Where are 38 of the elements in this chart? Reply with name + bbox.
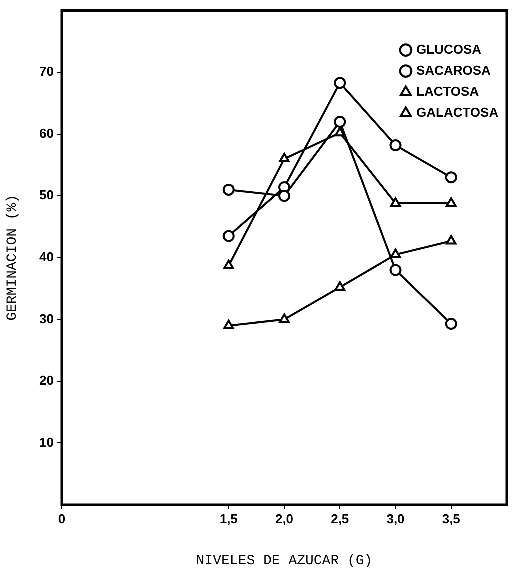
y-axis-title: GERMINACION (%) <box>5 194 22 321</box>
y-tick-label: 60 <box>40 126 54 141</box>
legend-label: GLUCOSA <box>416 42 482 57</box>
point <box>334 116 346 128</box>
point <box>446 198 457 208</box>
legend-label: SACAROSA <box>416 62 492 78</box>
x-tick-label: 3,5 <box>442 511 460 526</box>
point <box>446 235 457 245</box>
x-tick-label: 3,0 <box>386 511 405 526</box>
legend-label: GALACTOSA <box>416 104 500 120</box>
x-tick-label: 2,5 <box>331 511 350 526</box>
point <box>224 260 234 270</box>
point <box>222 230 235 242</box>
point <box>390 198 402 208</box>
point <box>390 139 402 152</box>
y-tick-label: 20 <box>40 373 54 388</box>
point <box>445 318 458 330</box>
x-axis-title: NIVELES DE AZUCAR (G) <box>196 553 373 570</box>
point <box>279 153 290 163</box>
y-tick-label: 10 <box>40 434 54 450</box>
point <box>334 282 346 292</box>
y-tick-label: 70 <box>40 64 54 80</box>
y-tick-label: 30 <box>40 311 54 326</box>
y-tick-label: 50 <box>40 188 54 203</box>
point <box>334 77 346 90</box>
y-tick-label: 40 <box>40 249 54 264</box>
point <box>334 127 346 137</box>
point <box>390 264 402 276</box>
point <box>445 172 458 184</box>
x-tick-label: 1,5 <box>220 511 238 526</box>
point <box>279 314 290 324</box>
point <box>278 190 290 202</box>
x-tick-label: 0 <box>58 511 66 526</box>
point <box>224 320 234 330</box>
legend-label: LACTOSA <box>416 84 480 99</box>
point <box>222 184 235 196</box>
x-tick-label: 2,0 <box>275 511 294 526</box>
point <box>390 248 402 258</box>
